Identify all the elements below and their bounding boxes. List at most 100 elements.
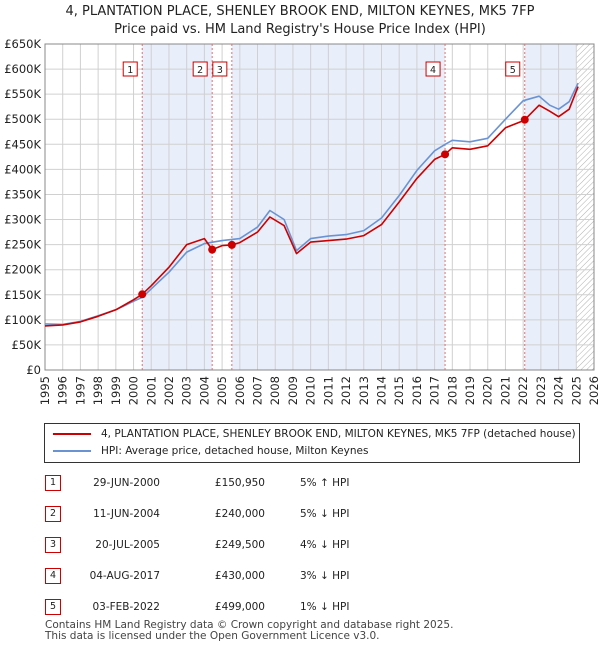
sale-number-box — [505, 61, 521, 77]
x-tick-label: 1996 — [56, 376, 70, 405]
x-tick-label: 1997 — [73, 376, 87, 405]
y-tick-label: £650K — [4, 37, 41, 51]
table-row: 4 04-AUG-2017 £430,000 3% ↓ HPI — [0, 566, 600, 586]
sale-number-label: 3 — [217, 65, 223, 76]
x-tick-label: 2002 — [162, 376, 176, 405]
sale-hpi-diff: 5% ↓ HPI — [300, 508, 350, 520]
sale-number-badge: 1 — [45, 475, 61, 491]
ownership-band — [231, 44, 446, 370]
price-chart: £0 £50K £100K £150K £200K £250K £300K £350K £400… — [4, 37, 600, 405]
sale-number-badge: 4 — [45, 568, 61, 584]
x-tick-label: 2007 — [251, 376, 265, 405]
chart-title-line2: Price paid vs. HM Land Registry's House … — [114, 22, 486, 37]
y-tick-label: £300K — [4, 213, 41, 227]
sale-price: £240,000 — [214, 508, 265, 520]
sale-hpi-diff: 1% ↓ HPI — [300, 601, 350, 613]
sale-hpi-diff: 4% ↓ HPI — [300, 539, 350, 551]
sale-number-badge: 5 — [45, 599, 61, 615]
y-tick-label: £450K — [4, 137, 41, 151]
y-tick-label: £0 — [26, 363, 41, 377]
x-tick-label: 2001 — [144, 376, 158, 405]
y-tick-label: £50K — [12, 338, 42, 352]
sale-number-label: 4 — [430, 65, 436, 76]
sale-number-box — [192, 61, 208, 77]
sale-number-label: 1 — [127, 65, 133, 76]
property-price-line — [44, 86, 579, 327]
legend-label-property: 4, PLANTATION PLACE, SHENLEY BROOK END, … — [101, 428, 576, 440]
sale-point — [208, 245, 217, 254]
legend-item-hpi: HPI: Average price, detached house, Milt… — [53, 443, 368, 459]
x-tick-label: 2023 — [534, 376, 548, 405]
chart-legend: 4, PLANTATION PLACE, SHENLEY BROOK END, … — [44, 423, 580, 463]
x-tick-label: 2010 — [304, 376, 318, 405]
sale-point — [227, 240, 236, 249]
x-tick-label: 2017 — [428, 376, 442, 405]
x-tick-label: 2012 — [339, 376, 353, 405]
sale-price: £499,000 — [214, 601, 265, 613]
y-tick-label: £600K — [4, 62, 41, 76]
chart-title-line1: 4, PLANTATION PLACE, SHENLEY BROOK END, … — [65, 4, 535, 19]
x-tick-label: 2000 — [127, 376, 141, 405]
legend-label-hpi: HPI: Average price, detached house, Milt… — [101, 445, 369, 457]
ownership-band — [524, 44, 577, 370]
table-row: 5 03-FEB-2022 £499,000 1% ↓ HPI — [0, 597, 600, 617]
x-tick-label: 2008 — [268, 376, 282, 405]
table-row: 1 29-JUN-2000 £150,950 5% ↑ HPI — [0, 473, 600, 493]
y-tick-label: £500K — [4, 112, 41, 126]
y-tick-label: £150K — [4, 288, 41, 302]
x-tick-label: 2011 — [321, 376, 335, 405]
sale-number-badge: 3 — [45, 537, 61, 553]
table-row: 2 11-JUN-2004 £240,000 5% ↓ HPI — [0, 504, 600, 524]
x-tick-label: 2009 — [286, 376, 300, 405]
sale-hpi-diff: 3% ↓ HPI — [300, 570, 350, 582]
sale-hpi-diff: 5% ↑ HPI — [300, 477, 350, 489]
sale-price: £150,950 — [214, 477, 265, 489]
x-tick-label: 2022 — [516, 376, 530, 405]
sale-date: 20-JUL-2005 — [95, 539, 160, 551]
sale-number-badge: 2 — [45, 506, 61, 522]
ownership-band — [142, 44, 213, 370]
legend-swatch-hpi — [53, 450, 91, 452]
x-tick-label: 2021 — [498, 376, 512, 405]
x-tick-label: 2003 — [180, 376, 194, 405]
legend-item-property: 4, PLANTATION PLACE, SHENLEY BROOK END, … — [53, 426, 576, 442]
plot-frame — [44, 43, 595, 371]
sale-date: 11-JUN-2004 — [93, 508, 160, 520]
sale-date: 03-FEB-2022 — [92, 601, 160, 613]
sale-price: £249,500 — [214, 539, 265, 551]
x-tick-label: 1999 — [109, 376, 123, 405]
x-tick-label: 2015 — [392, 376, 406, 405]
y-tick-label: £400K — [4, 162, 41, 176]
x-tick-label: 2024 — [552, 376, 566, 405]
x-tick-label: 2019 — [463, 376, 477, 405]
y-tick-label: £100K — [4, 313, 41, 327]
legend-swatch-property — [53, 433, 91, 435]
x-tick-label: 2020 — [481, 376, 495, 405]
sale-point — [520, 115, 529, 124]
x-tick-label: 2014 — [374, 376, 388, 405]
sale-number-box — [212, 61, 228, 77]
sale-point — [138, 290, 147, 299]
footer: Contains HM Land Registry data © Crown c… — [45, 620, 453, 642]
y-tick-label: £550K — [4, 87, 41, 101]
x-tick-label: 1995 — [38, 376, 52, 405]
sale-number-box — [425, 61, 441, 77]
sale-number-label: 5 — [510, 65, 516, 76]
sale-price: £430,000 — [214, 570, 265, 582]
x-tick-label: 2006 — [233, 376, 247, 405]
x-tick-label: 2004 — [197, 376, 211, 405]
table-row: 3 20-JUL-2005 £249,500 4% ↓ HPI — [0, 535, 600, 555]
sale-number-box — [122, 61, 138, 77]
sale-date: 29-JUN-2000 — [93, 477, 160, 489]
x-tick-label: 2026 — [587, 376, 600, 405]
y-tick-label: £200K — [4, 263, 41, 277]
x-tick-label: 2013 — [357, 376, 371, 405]
sale-point — [441, 150, 450, 159]
x-tick-label: 2018 — [445, 376, 459, 405]
forecast-hatch-region — [576, 44, 594, 370]
y-tick-label: £250K — [4, 238, 41, 252]
x-tick-label: 2025 — [569, 376, 583, 405]
sale-number-label: 2 — [197, 65, 203, 76]
footer-licence: This data is licensed under the Open Gov… — [45, 630, 380, 642]
x-tick-label: 2016 — [410, 376, 424, 405]
